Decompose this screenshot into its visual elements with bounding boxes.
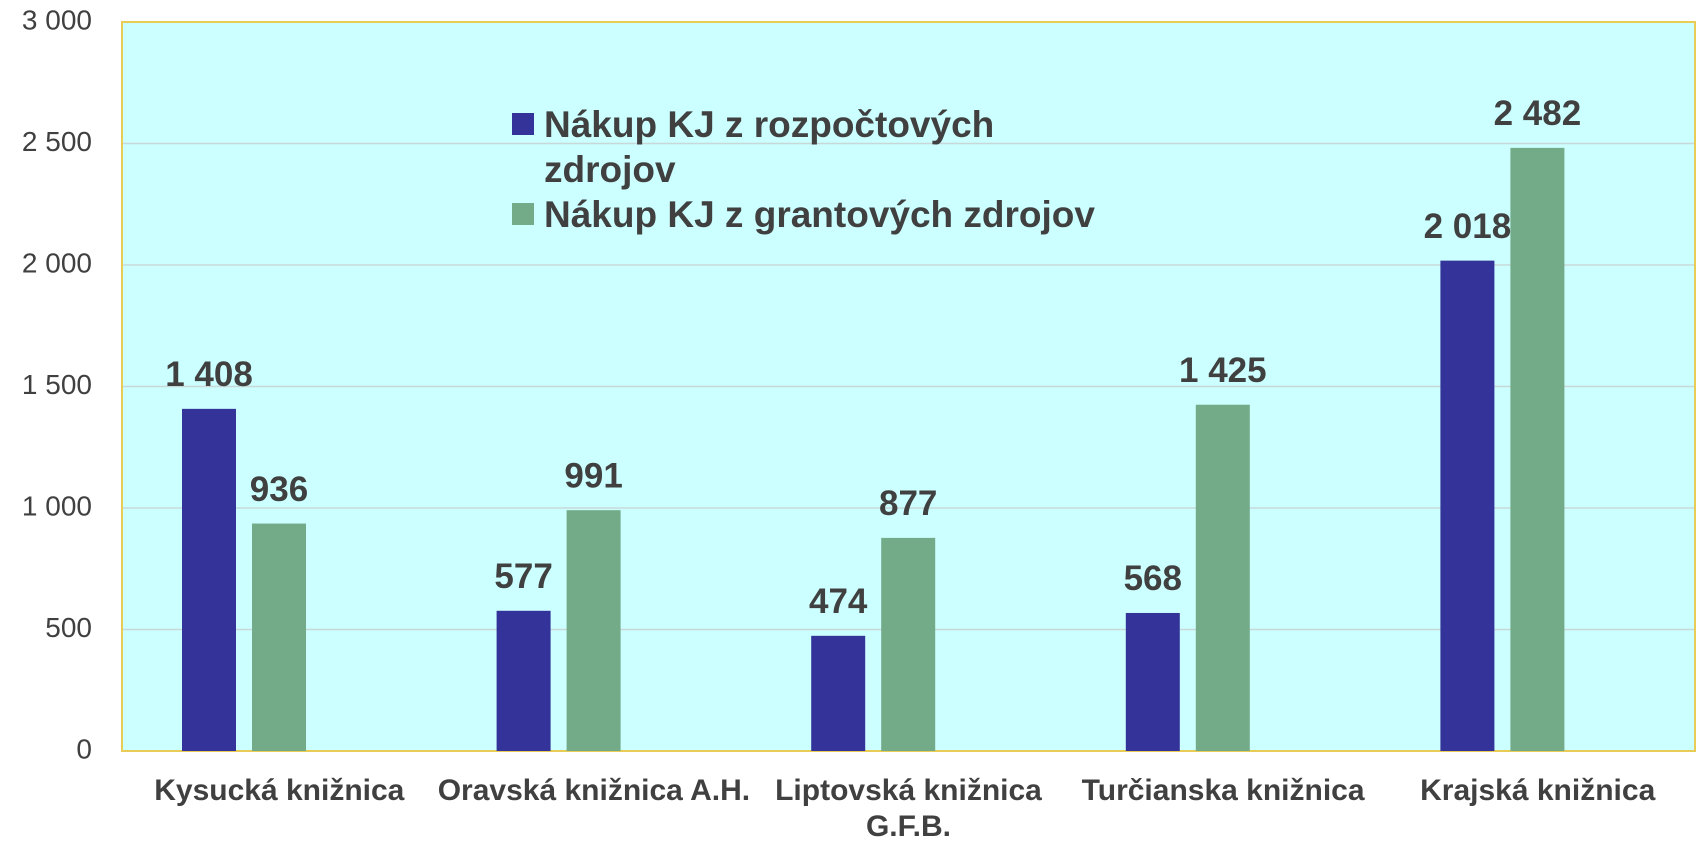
y-tick-label: 3 000 [22,4,92,35]
legend-item: Nákup KJ z rozpočtových zdrojov [512,102,1152,192]
y-tick-label: 1 500 [22,369,92,400]
x-tick-label: Krajská knižnica [1420,774,1656,807]
x-tick-label: Turčianska knižnica [1081,774,1365,807]
bar [496,610,551,751]
legend: Nákup KJ z rozpočtových zdrojov Nákup KJ … [512,102,1152,237]
data-label: 991 [564,456,622,495]
bar [566,510,621,751]
bar [1440,260,1495,751]
bar [1125,612,1180,751]
bar [881,537,936,751]
legend-label: Nákup KJ z grantových zdrojov [544,194,1095,235]
y-tick-label: 0 [76,733,92,764]
y-tick-label: 2 000 [22,247,92,278]
data-label: 577 [494,557,552,596]
x-tick-label: Liptovská knižnica G.F.B. [775,774,1042,841]
y-tick-label: 2 500 [22,126,92,157]
data-label: 936 [250,470,308,509]
bar [1195,404,1250,751]
data-label: 474 [809,582,868,621]
y-tick-label: 500 [45,612,92,643]
y-tick-label: 1 000 [22,490,92,521]
data-label: 568 [1124,559,1182,598]
legend-swatch [512,203,534,225]
legend-item: Nákup KJ z grantových zdrojov [512,192,1152,237]
data-label: 1 425 [1179,351,1267,390]
x-tick-label: Oravská knižnica A.H. [437,774,751,807]
x-tick-label: Kysucká knižnica [154,774,405,807]
legend-label: Nákup KJ z rozpočtových zdrojov [544,104,995,190]
data-label: 2 482 [1494,94,1582,133]
bar [1510,147,1565,751]
data-label: 2 018 [1424,207,1512,246]
bar [811,635,866,751]
bar [182,408,236,751]
bar [252,523,306,751]
legend-swatch [512,113,534,135]
data-label: 877 [879,484,937,523]
data-label: 1 408 [165,355,253,394]
